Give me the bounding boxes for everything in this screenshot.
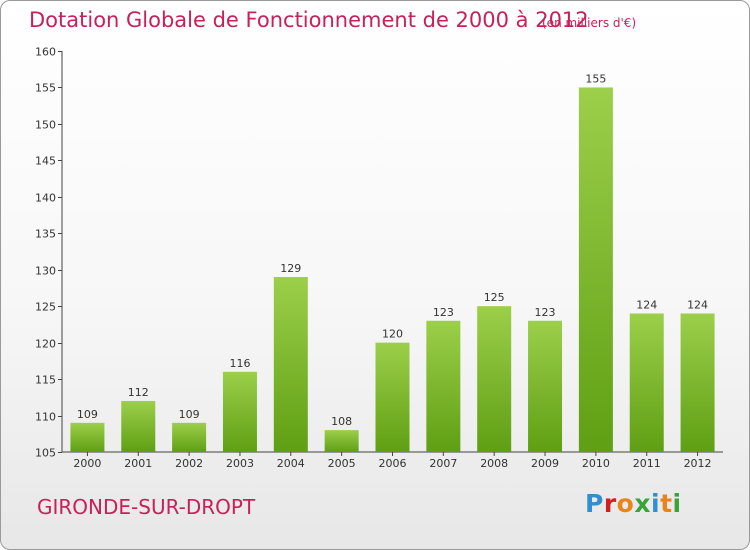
x-tick-label: 2005 bbox=[328, 457, 356, 470]
y-tick-label: 140 bbox=[35, 192, 56, 205]
bar bbox=[324, 430, 359, 452]
y-tick-label: 150 bbox=[35, 119, 56, 132]
bar-value-label: 123 bbox=[535, 306, 556, 319]
bar-value-label: 129 bbox=[280, 262, 301, 275]
bar bbox=[629, 313, 664, 452]
labels: 109 2000 112 2001 109 2002 116 2003 129 2004 108 20… bbox=[73, 72, 711, 470]
bar-value-label: 109 bbox=[179, 408, 200, 421]
bar-value-label: 109 bbox=[77, 408, 98, 421]
bar bbox=[172, 422, 207, 452]
proxiti-logo: Proxiti bbox=[585, 489, 682, 518]
commune-name: GIRONDE-SUR-DROPT bbox=[37, 495, 256, 519]
chart-title: Dotation Globale de Fonctionnement de 20… bbox=[29, 8, 589, 32]
bar-value-label: 155 bbox=[585, 72, 606, 85]
bar bbox=[426, 320, 461, 452]
y-tick-label: 125 bbox=[35, 301, 56, 314]
bar bbox=[477, 306, 512, 452]
bar-value-label: 124 bbox=[636, 298, 657, 311]
bar bbox=[121, 400, 156, 452]
bar bbox=[70, 422, 105, 452]
y-tick-label: 105 bbox=[35, 447, 56, 460]
y-tick-label: 130 bbox=[35, 265, 56, 278]
x-tick-label: 2008 bbox=[480, 457, 508, 470]
y-tick-label: 135 bbox=[35, 228, 56, 241]
x-tick-label: 2010 bbox=[582, 457, 610, 470]
bar bbox=[273, 277, 308, 452]
x-tick-label: 2003 bbox=[226, 457, 254, 470]
bar-value-label: 124 bbox=[687, 298, 708, 311]
y-tick-label: 115 bbox=[35, 374, 56, 387]
x-tick-label: 2009 bbox=[531, 457, 559, 470]
bar-value-label: 108 bbox=[331, 415, 352, 428]
bar bbox=[375, 342, 410, 452]
x-tick-label: 2004 bbox=[277, 457, 305, 470]
bar-value-label: 125 bbox=[484, 291, 505, 304]
y-tick-label: 145 bbox=[35, 155, 56, 168]
y-tick-label: 110 bbox=[35, 411, 56, 424]
x-tick-label: 2006 bbox=[379, 457, 407, 470]
bar bbox=[222, 371, 257, 452]
x-tick-label: 2000 bbox=[73, 457, 101, 470]
bar bbox=[528, 320, 563, 452]
bar bbox=[578, 87, 613, 453]
y-tick-label: 120 bbox=[35, 338, 56, 351]
bars bbox=[70, 87, 715, 453]
chart-unit: (en milliers d'€) bbox=[542, 16, 637, 30]
bar-value-label: 123 bbox=[433, 306, 454, 319]
x-tick-label: 2007 bbox=[429, 457, 457, 470]
bar-value-label: 116 bbox=[229, 357, 250, 370]
y-tick-label: 155 bbox=[35, 82, 56, 95]
x-tick-label: 2002 bbox=[175, 457, 203, 470]
x-tick-label: 2012 bbox=[684, 457, 712, 470]
bar bbox=[680, 313, 715, 452]
axes: 105 110 115 120 125 130 135 140 145 150 155 160 bbox=[35, 46, 723, 460]
x-tick-label: 2011 bbox=[633, 457, 661, 470]
bar-value-label: 112 bbox=[128, 386, 149, 399]
y-tick-label: 160 bbox=[35, 46, 56, 59]
bar-value-label: 120 bbox=[382, 328, 403, 341]
x-tick-label: 2001 bbox=[124, 457, 152, 470]
